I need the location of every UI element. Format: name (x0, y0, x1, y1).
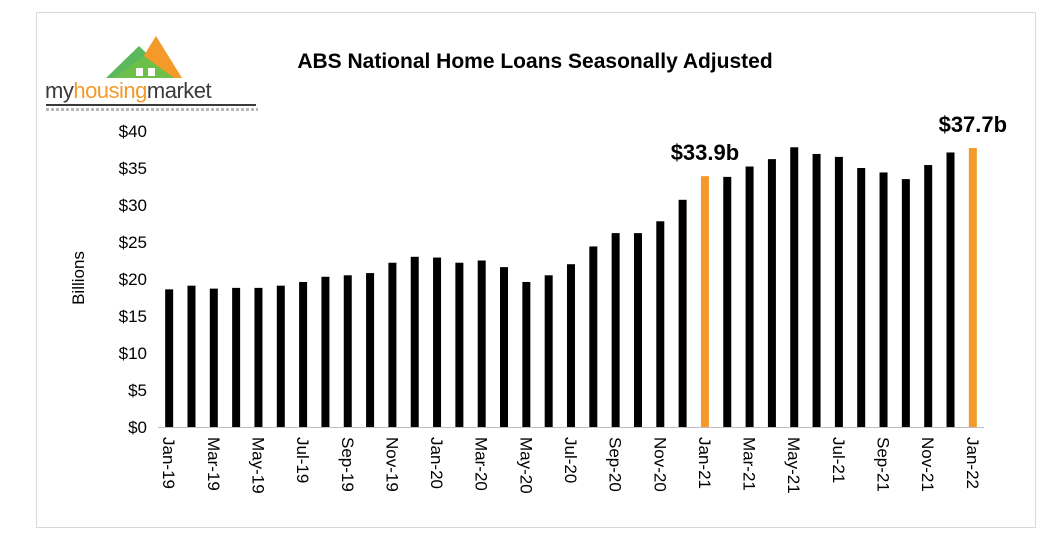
bar (857, 168, 866, 427)
bar (209, 288, 218, 427)
bar (656, 221, 665, 427)
x-tick-label: Jul-21 (829, 437, 848, 483)
bar (544, 275, 553, 427)
x-tick-label: Sep-19 (338, 437, 357, 492)
x-tick-label: May-21 (784, 437, 803, 494)
logo-text-my: my (45, 78, 74, 103)
x-tick-label: Jan-19 (159, 437, 178, 489)
bar (477, 260, 486, 427)
x-tick-label: Jan-20 (427, 437, 446, 489)
bar (567, 264, 575, 427)
x-tick-label: May-19 (248, 437, 267, 494)
x-tick-label: Mar-21 (740, 437, 759, 491)
x-tick-label: May-20 (516, 437, 535, 494)
data-label: $37.7b (939, 112, 1008, 137)
house-logo-icon (106, 36, 182, 78)
y-tick-label: $10 (119, 344, 147, 363)
bar (633, 233, 642, 427)
bar (276, 285, 285, 427)
y-tick-label: $20 (119, 270, 147, 289)
y-axis-ticks: $0 $5 $10 $15 $20 $25 $30 $35 $40 (119, 122, 147, 437)
y-tick-label: $40 (119, 122, 147, 141)
bar (388, 262, 397, 427)
x-tick-label: Nov-20 (650, 437, 669, 492)
bar (165, 289, 174, 427)
data-labels: $33.9b $37.7b (671, 112, 1007, 165)
bar (321, 276, 330, 427)
x-tick-label: Jul-20 (561, 437, 580, 483)
chart-frame (36, 12, 1036, 528)
bar (522, 281, 531, 427)
bar (366, 273, 375, 427)
logo-tagline-graphic (46, 108, 258, 111)
myhousingmarket-logo: myhousingmarket (44, 34, 262, 114)
bar (433, 257, 442, 427)
x-tick-label: Sep-20 (606, 437, 625, 492)
x-tick-label: Mar-20 (472, 437, 491, 491)
logo-underline (46, 104, 256, 106)
x-tick-label: Jan-22 (963, 437, 982, 489)
bar (700, 176, 709, 427)
bar (745, 166, 754, 427)
bar (299, 281, 308, 427)
bar (254, 287, 263, 427)
bar (500, 267, 509, 427)
logo-text-housing: housing (73, 78, 147, 103)
bar (968, 148, 977, 427)
bar (589, 246, 598, 427)
chart-title: ABS National Home Loans Seasonally Adjus… (297, 50, 772, 73)
x-tick-label: Jan-21 (695, 437, 714, 489)
y-tick-label: $0 (128, 418, 147, 437)
bar (767, 159, 776, 427)
x-tick-label: Jul-19 (293, 437, 312, 483)
bar (901, 179, 910, 427)
y-tick-label: $30 (119, 196, 147, 215)
y-axis-label: Billions (69, 251, 88, 305)
bar (611, 233, 620, 427)
y-tick-label: $35 (119, 159, 147, 178)
x-tick-label: Mar-19 (204, 437, 223, 491)
logo-text-market: market (146, 78, 212, 103)
bar (410, 256, 419, 427)
data-label: $33.9b (671, 140, 740, 165)
x-tick-label: Nov-19 (382, 437, 401, 492)
bar (187, 285, 196, 427)
bar (924, 165, 933, 428)
bar (834, 156, 843, 427)
x-tick-label: Sep-21 (874, 437, 893, 492)
x-tick-label: Nov-21 (918, 437, 937, 492)
bar (723, 176, 732, 427)
bar (790, 147, 799, 427)
y-tick-label: $5 (128, 381, 147, 400)
y-tick-label: $25 (119, 233, 147, 252)
x-axis-ticks: Jan-19 Mar-19 May-19 Jul-19 Sep-19 Nov-19 Jan-… (159, 437, 982, 494)
bar (678, 199, 687, 427)
bar (946, 152, 955, 427)
logo-wordmark: myhousingmarket (45, 78, 212, 104)
bar (343, 275, 352, 427)
bar (232, 287, 241, 427)
y-tick-label: $15 (119, 307, 147, 326)
bar (455, 262, 464, 427)
bars (165, 147, 977, 428)
bar (879, 172, 888, 427)
bar (812, 153, 821, 427)
